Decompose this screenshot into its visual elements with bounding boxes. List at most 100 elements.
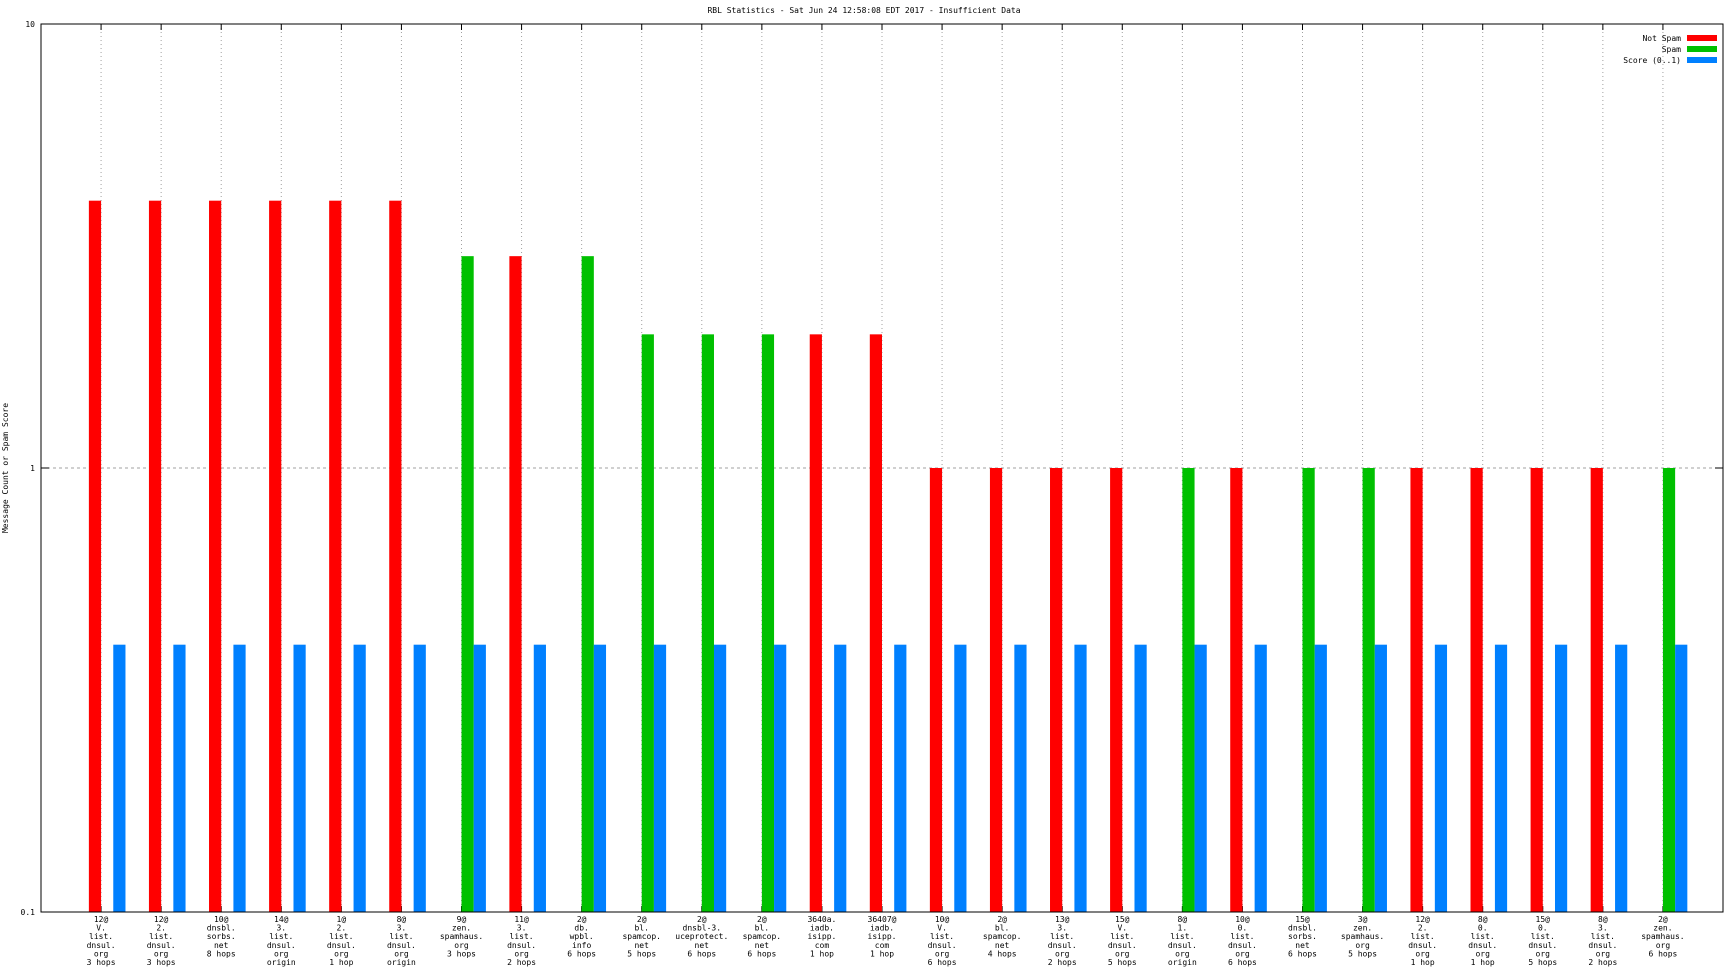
x-tick-label: com [875,941,890,950]
bar [1050,468,1063,912]
x-tick-label: 6 hops [1288,949,1317,958]
x-tick-label: 12@ [94,915,109,924]
x-tick-label: list. [269,932,293,941]
x-tick-label: 2 hops [1588,958,1617,967]
x-tick-label: origin [387,958,416,967]
legend-swatch [1687,46,1717,52]
x-tick-label: org [94,949,109,958]
bar [894,644,907,912]
bar [641,334,654,913]
legend-swatch [1687,35,1717,41]
bar [88,200,102,912]
x-tick-label: 2 hops [1048,958,1077,967]
bar [834,644,847,912]
x-tick-label: org [154,949,169,958]
x-tick-label: zen. [1653,924,1672,933]
x-tick-label: 3. [397,924,407,933]
x-tick-label: 6 hops [1228,958,1257,967]
x-tick-label: V. [1117,924,1127,933]
x-tick-label: 9@ [457,915,467,924]
x-tick-label: 3. [517,924,527,933]
x-tick-label: info [572,941,591,950]
x-tick-label: list. [1411,932,1435,941]
x-tick-label: 14@ [274,915,289,924]
bar [1470,468,1483,912]
x-tick-label: 0. [1238,924,1248,933]
bar [329,200,342,912]
x-tick-label: 1@ [337,915,347,924]
x-tick-label: sorbs. [1288,932,1317,941]
plot-border [40,23,1724,913]
x-tick-label: org [1536,949,1551,958]
bar [1134,644,1147,912]
x-tick-label: dnsul. [87,941,116,950]
bar [113,644,126,912]
bar [1314,644,1327,912]
x-tick-label: spamhaus. [440,932,483,941]
bar [233,644,246,912]
x-tick-label: dnsbl. [207,924,236,933]
x-tick-label: 15@ [1295,915,1310,924]
x-tick-label: dnsbl. [1288,924,1317,933]
x-tick-label: 8@ [1478,915,1488,924]
x-tick-label: 5 hops [1108,958,1137,967]
x-tick-label: 4 hops [988,949,1017,958]
x-tick-label: 2. [156,924,166,933]
x-tick-label: org [454,941,469,950]
x-tick-label: org [1596,949,1611,958]
x-tick-label: 3 hops [87,958,116,967]
x-tick-label: zen. [1353,924,1372,933]
bar [353,644,366,912]
bar [1194,644,1207,912]
x-tick-label: list. [1531,932,1555,941]
bar [713,644,727,912]
x-tick-label: 8 hops [207,949,236,958]
x-tick-label: 1. [1178,924,1188,933]
x-tick-label: V. [937,924,947,933]
x-tick-label: 8@ [1598,915,1608,924]
x-tick-label: 10@ [214,915,229,924]
x-tick-label: net [695,941,710,950]
bar [209,200,222,912]
bar [293,644,306,912]
bar [1530,468,1543,912]
x-tick-label: 2@ [997,915,1007,924]
x-tick-label: list. [1170,932,1194,941]
x-tick-label: org [1235,949,1250,958]
x-tick-label: 1 hop [810,949,834,958]
x-tick-label: org [1656,941,1671,950]
x-tick-label: 3640a. [807,915,836,924]
x-tick-label: 1 hop [1471,958,1495,967]
x-tick-label: 8@ [397,915,407,924]
x-tick-label: org [514,949,529,958]
bar [593,644,607,912]
x-tick-label: 12@ [154,915,169,924]
x-tick-label: dnsul. [1228,941,1257,950]
x-tick-label: 3. [1057,924,1067,933]
x-tick-label: origin [1168,958,1197,967]
x-tick-label: dnsul. [928,941,957,950]
x-tick-label: org [1475,949,1490,958]
bar [701,334,714,913]
x-tick-label: 5 hops [1528,958,1557,967]
x-tick-label: uceprotect. [675,932,728,941]
x-tick-label: org [935,949,950,958]
x-tick-label: 6 hops [687,949,716,958]
x-tick-label: list. [89,932,113,941]
x-tick-label: dnsul. [387,941,416,950]
x-tick-label: 36407@ [868,915,897,924]
x-tick-label: com [815,941,830,950]
x-tick-label: dnsul. [1408,941,1437,950]
bar [1254,644,1267,912]
x-tick-label: net [1295,941,1310,950]
bar [929,468,943,912]
x-tick-label: dnsul. [1048,941,1077,950]
x-tick-label: 3. [276,924,286,933]
x-tick-label: dnsul. [1168,941,1197,950]
y-axis-label: Message Count or Spam Score [1,403,10,533]
bar [761,334,775,913]
x-tick-label: org [1175,949,1190,958]
x-tick-label: 11@ [514,915,529,924]
bar [653,644,667,912]
